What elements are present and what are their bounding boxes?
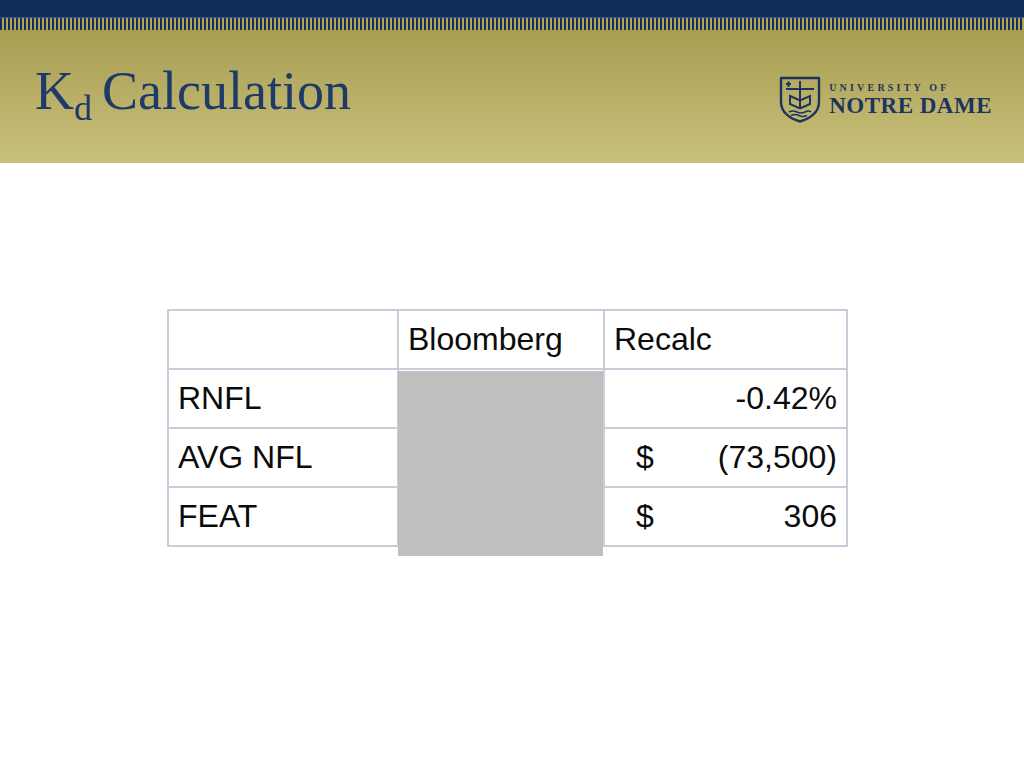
table-header-row: Bloomberg Recalc bbox=[168, 310, 847, 369]
university-logo: UNIVERSITY OF NOTRE DAME bbox=[777, 76, 992, 124]
university-logo-text: UNIVERSITY OF NOTRE DAME bbox=[829, 76, 992, 119]
currency-symbol: $ bbox=[614, 439, 654, 476]
currency-symbol: $ bbox=[614, 498, 654, 535]
recalc-value: -0.42% bbox=[604, 369, 847, 428]
header-cell-empty bbox=[168, 310, 398, 369]
title-base: K bbox=[35, 61, 74, 121]
top-navy-bar bbox=[0, 0, 1024, 17]
row-label: AVG NFL bbox=[168, 428, 398, 487]
header-cell-recalc: Recalc bbox=[604, 310, 847, 369]
title-subscript: d bbox=[74, 88, 92, 128]
title-rest: Calculation bbox=[102, 61, 351, 121]
row-label: RNFL bbox=[168, 369, 398, 428]
presentation-slide: KdCalculation bbox=[0, 0, 1024, 768]
notre-dame-shield-icon bbox=[777, 76, 823, 124]
header-cell-bloomberg: Bloomberg bbox=[398, 310, 604, 369]
amount: (73,500) bbox=[718, 439, 837, 476]
redaction-overlay bbox=[398, 371, 603, 556]
recalc-value: $ (73,500) bbox=[604, 428, 847, 487]
amount: 306 bbox=[784, 498, 837, 535]
row-label: FEAT bbox=[168, 487, 398, 546]
logo-line-notre-dame: NOTRE DAME bbox=[829, 93, 992, 119]
logo-line-university-of: UNIVERSITY OF bbox=[829, 82, 992, 93]
recalc-value: $ 306 bbox=[604, 487, 847, 546]
tick-pattern-divider bbox=[0, 17, 1024, 30]
gold-title-banner: KdCalculation bbox=[0, 30, 1024, 163]
page-title: KdCalculation bbox=[35, 60, 351, 129]
